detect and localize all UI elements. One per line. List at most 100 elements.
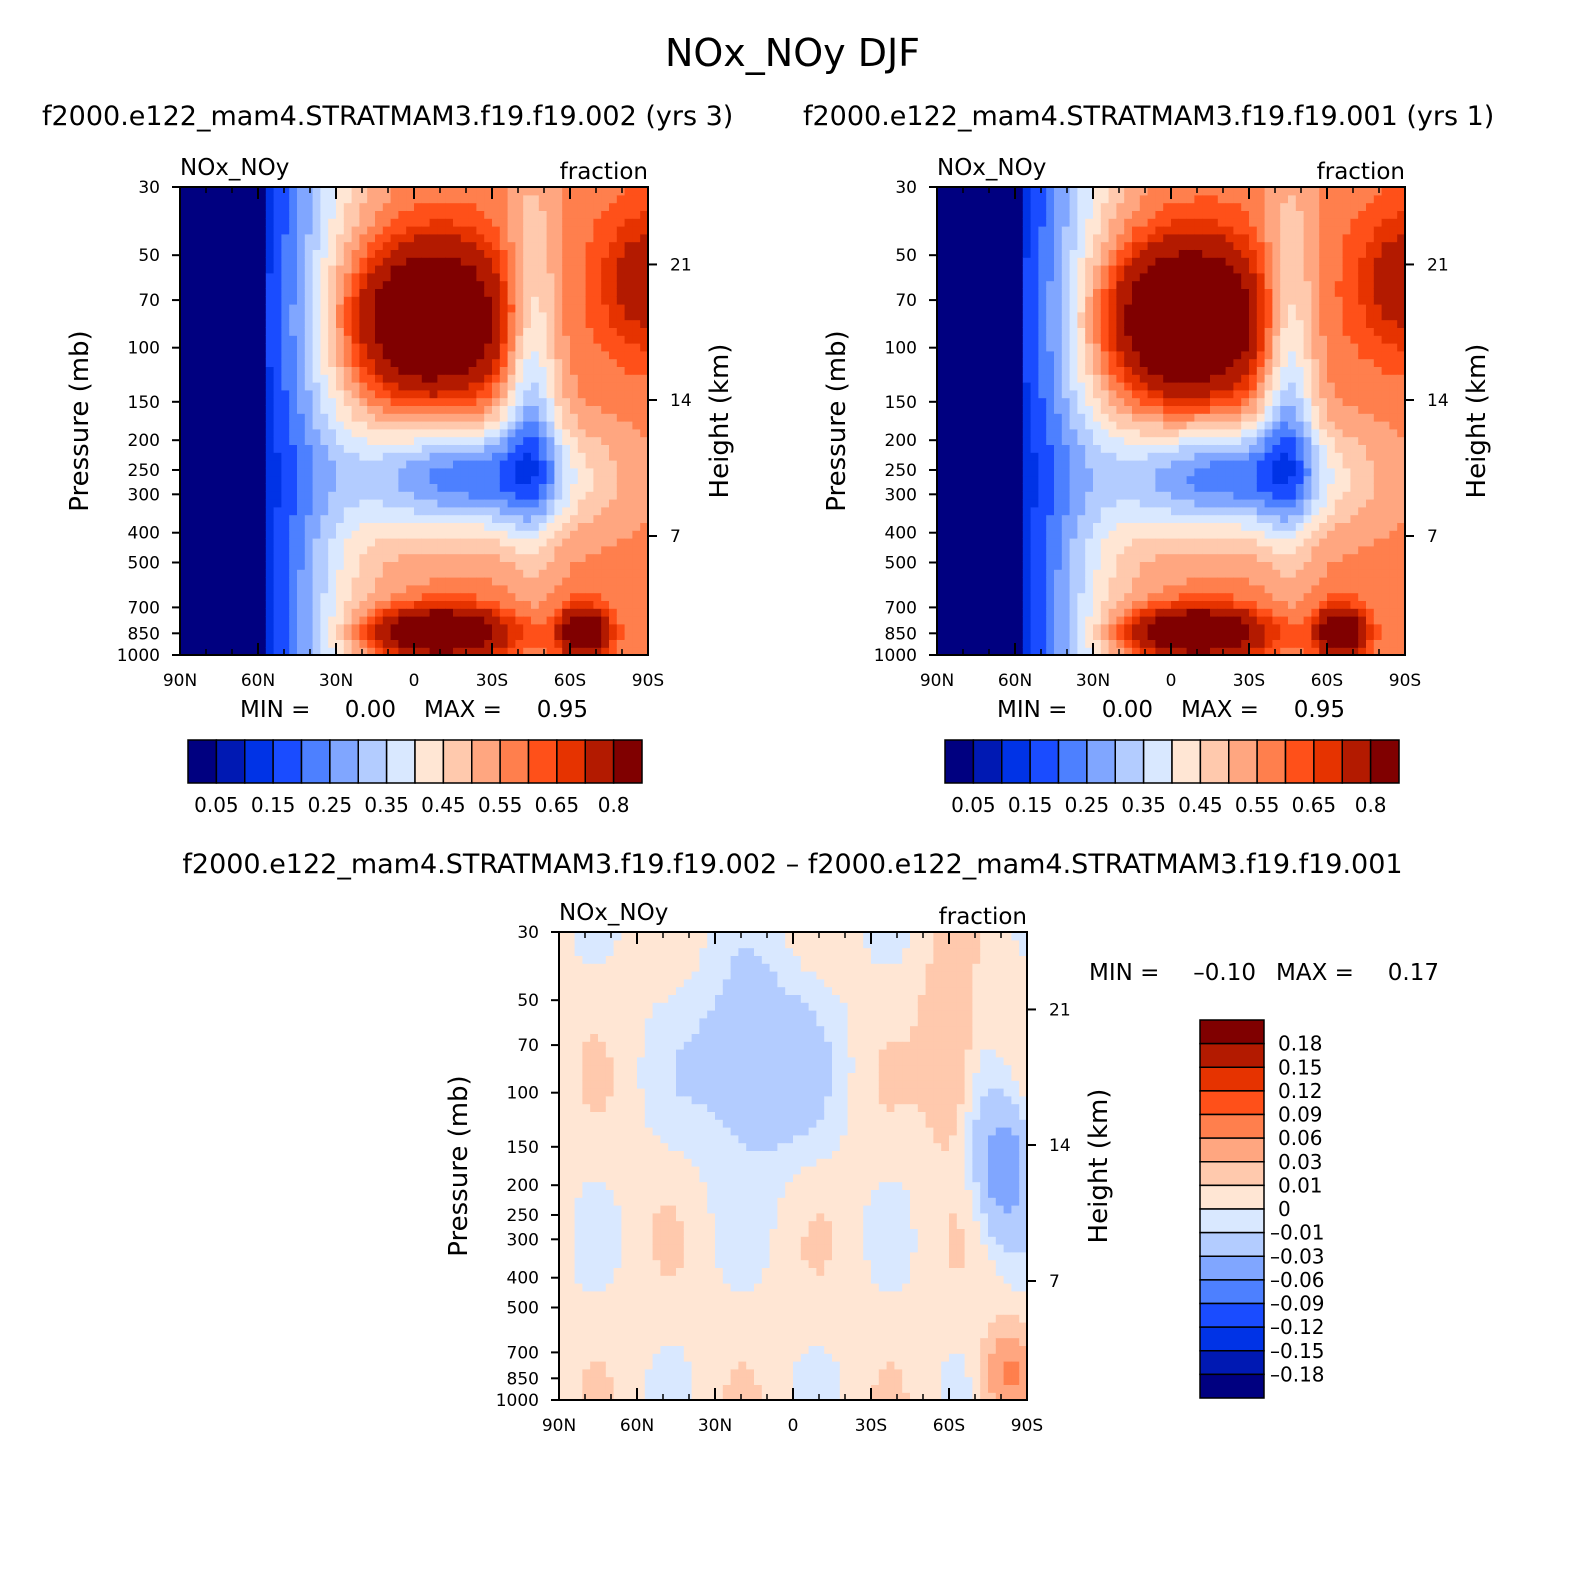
heatmap-cell: [523, 616, 532, 625]
heatmap-cell: [1007, 358, 1016, 367]
heatmap-cell: [492, 413, 501, 422]
heatmap-cell: [273, 491, 282, 500]
heatmap-cell: [375, 311, 384, 321]
heatmap-cell: [211, 366, 220, 375]
heatmap-cell: [328, 452, 337, 461]
heatmap-cell: [1022, 233, 1032, 243]
heatmap-cell: [187, 413, 197, 422]
heatmap-cell: [538, 436, 548, 445]
heatmap-cell: [585, 506, 594, 516]
heatmap-cell: [258, 499, 267, 508]
heatmap-cell: [429, 319, 438, 328]
heatmap-cell: [445, 265, 454, 274]
heatmap-cell: [445, 187, 454, 196]
heatmap-cell: [328, 202, 337, 211]
heatmap-cell: [507, 304, 516, 313]
heatmap-cell: [1007, 405, 1016, 414]
heatmap-cell: [937, 194, 946, 204]
heatmap-cell: [180, 608, 189, 617]
heatmap-cell: [242, 623, 251, 633]
heatmap-cell: [320, 343, 329, 352]
heatmap-cell: [609, 304, 618, 313]
heatmap-cell: [554, 639, 563, 648]
heatmap-cell: [265, 467, 275, 477]
heatmap-cell: [336, 265, 345, 274]
heatmap-cell: [1085, 202, 1094, 211]
heatmap-cell: [562, 296, 571, 305]
heatmap-cell: [437, 467, 446, 477]
heatmap-cell: [632, 421, 641, 430]
heatmap-cell: [616, 577, 626, 586]
heatmap-cell: [983, 608, 993, 617]
heatmap-cell: [242, 397, 251, 406]
heatmap-cell: [944, 460, 954, 469]
heatmap-cell: [382, 405, 392, 414]
heatmap-cell: [304, 265, 314, 274]
heatmap-cell: [437, 187, 446, 196]
heatmap-cell: [1015, 311, 1024, 321]
heatmap-cell: [468, 382, 477, 391]
heatmap-cell: [1061, 366, 1071, 375]
heatmap-cell: [343, 444, 353, 453]
heatmap-cell: [375, 319, 384, 328]
heatmap-cell: [960, 304, 969, 313]
heatmap-cell: [1022, 467, 1032, 477]
heatmap-cell: [468, 319, 477, 328]
heatmap-cell: [375, 202, 384, 211]
heatmap-cell: [414, 288, 423, 297]
heatmap-cell: [414, 553, 423, 562]
heatmap-cell: [226, 296, 236, 305]
heatmap-cell: [944, 249, 954, 258]
heatmap-cell: [515, 350, 524, 360]
heatmap-cell: [476, 405, 485, 414]
heatmap-cell: [1085, 483, 1094, 492]
heatmap-cell: [507, 366, 516, 375]
heatmap-cell: [180, 249, 189, 258]
heatmap-cell: [976, 538, 985, 547]
heatmap-cell: [406, 444, 415, 453]
heatmap-cell: [960, 428, 969, 438]
heatmap-cell: [351, 506, 360, 516]
heatmap-cell: [258, 491, 267, 500]
heatmap-cell: [937, 647, 946, 656]
heatmap-cell: [601, 241, 610, 250]
heatmap-cell: [1054, 553, 1063, 562]
heatmap-cell: [1015, 405, 1024, 414]
heatmap-cell: [180, 499, 189, 508]
heatmap-cell: [999, 436, 1008, 445]
heatmap-cell: [999, 374, 1008, 383]
heatmap-cell: [328, 631, 337, 640]
heatmap-cell: [312, 319, 321, 328]
heatmap-cell: [203, 257, 212, 266]
heatmap-cell: [476, 639, 485, 648]
heatmap-cell: [624, 467, 633, 477]
heatmap-cell: [390, 561, 399, 570]
heatmap-cell: [414, 343, 423, 352]
heatmap-cell: [453, 366, 462, 375]
heatmap-cell: [640, 241, 649, 250]
heatmap-cell: [476, 592, 485, 601]
heatmap-cell: [304, 413, 314, 422]
heatmap-cell: [968, 311, 977, 321]
heatmap-cell: [468, 280, 477, 289]
heatmap-cell: [242, 631, 251, 640]
heatmap-cell: [937, 452, 946, 461]
heatmap-cell: [999, 639, 1008, 648]
colorbar-swatch: [244, 739, 274, 784]
heatmap-cell: [1038, 358, 1047, 367]
heatmap-cell: [203, 522, 212, 531]
heatmap-cell: [187, 483, 197, 492]
heatmap-cell: [562, 280, 571, 289]
heatmap-cell: [476, 616, 485, 625]
heatmap-cell: [968, 538, 977, 547]
heatmap-cell: [601, 405, 610, 414]
heatmap-cell: [991, 561, 1000, 570]
heatmap-cell: [1085, 631, 1094, 640]
heatmap-cell: [312, 452, 321, 461]
heatmap-cell: [562, 272, 571, 282]
heatmap-cell: [226, 499, 236, 508]
heatmap-cell: [312, 491, 321, 500]
heatmap-cell: [1069, 389, 1078, 399]
heatmap-cell: [976, 561, 985, 570]
